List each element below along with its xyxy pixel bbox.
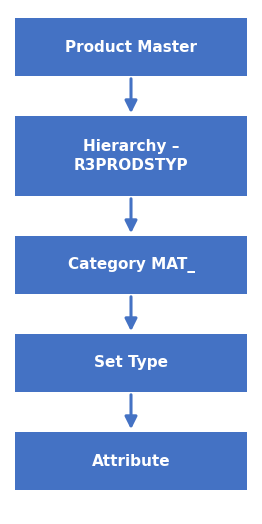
Text: Attribute: Attribute — [92, 453, 170, 468]
FancyBboxPatch shape — [15, 236, 247, 294]
Text: Hierarchy –
R3PRODSTYP: Hierarchy – R3PRODSTYP — [74, 139, 188, 173]
FancyBboxPatch shape — [15, 116, 247, 196]
Text: Set Type: Set Type — [94, 355, 168, 370]
Text: Product Master: Product Master — [65, 39, 197, 54]
FancyBboxPatch shape — [15, 18, 247, 76]
FancyBboxPatch shape — [15, 432, 247, 490]
FancyBboxPatch shape — [15, 334, 247, 392]
Text: Category MAT_: Category MAT_ — [68, 257, 194, 273]
